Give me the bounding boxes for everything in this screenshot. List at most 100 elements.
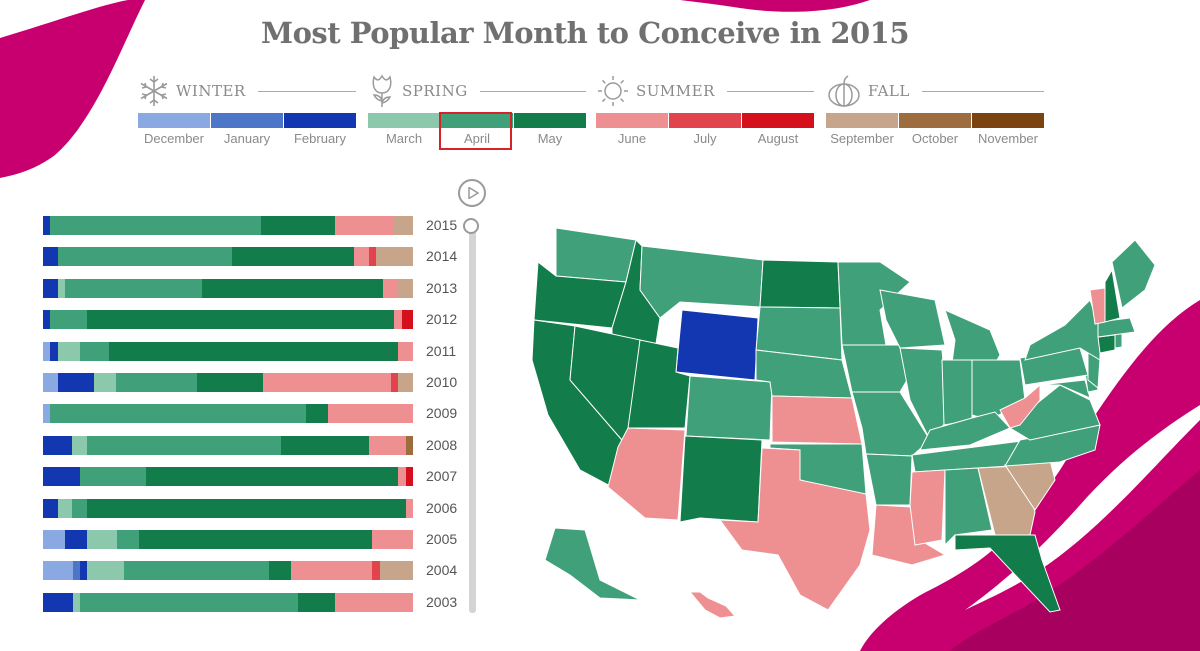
bar-segment-february [43, 435, 73, 455]
year-label-2009[interactable]: 2009 [426, 405, 458, 422]
bar-row-2006[interactable] [43, 498, 413, 518]
bar-row-2015[interactable] [43, 216, 413, 235]
bar-segment-june [327, 404, 413, 424]
legend-swatch-july[interactable] [669, 113, 741, 128]
year-label-2012[interactable]: 2012 [426, 311, 458, 328]
bar-row-2012[interactable] [43, 310, 413, 330]
legend-label-march[interactable]: March [385, 131, 423, 146]
state-massachusetts[interactable]: Massachusetts: April [1097, 317, 1136, 338]
state-maryland[interactable]: Maryland: April [1039, 379, 1091, 399]
legend-label-june[interactable]: June [617, 131, 647, 146]
bar-segment-may [139, 530, 373, 549]
state-wyoming[interactable]: Wyoming: February [675, 309, 759, 381]
legend-swatch-january[interactable] [211, 113, 283, 128]
state-alabama[interactable]: Alabama: April [944, 467, 993, 547]
bar-segment-september [394, 216, 413, 235]
legend-label-july[interactable]: July [693, 131, 717, 146]
legend-swatch-september[interactable] [826, 113, 898, 128]
legend-swatch-april[interactable] [441, 113, 513, 128]
legend-label-august[interactable]: August [757, 131, 799, 146]
year-slider-knob[interactable] [463, 218, 479, 234]
state-maine[interactable]: Maine: April [1111, 239, 1156, 309]
bar-segment-february [43, 310, 51, 330]
legend-swatch-june[interactable] [596, 113, 668, 128]
legend-label-september[interactable]: September [830, 131, 894, 146]
state-iowa[interactable]: Iowa: April [841, 344, 911, 393]
bar-segment-may [196, 373, 263, 392]
pumpkin-icon [828, 75, 860, 107]
bar-row-2008[interactable] [43, 435, 413, 455]
sun-icon [598, 76, 628, 106]
legend-swatch-august[interactable] [742, 113, 814, 128]
bar-segment-august [401, 310, 413, 330]
year-label-2004[interactable]: 2004 [426, 562, 458, 579]
state-connecticut[interactable]: Connecticut: May [1097, 334, 1116, 354]
bar-segment-june [369, 435, 406, 455]
year-label-2008[interactable]: 2008 [426, 436, 458, 453]
state-montana[interactable]: Montana: April [639, 245, 764, 319]
year-label-2010[interactable]: 2010 [426, 374, 458, 390]
legend-swatch-february[interactable] [284, 113, 356, 128]
state-alaska[interactable]: Alaska: April [544, 527, 641, 601]
bar-segment-june [405, 498, 413, 518]
year-slider-track[interactable] [469, 226, 476, 613]
state-new-hampshire[interactable]: New Hampshire: May [1104, 268, 1121, 323]
year-label-2006[interactable]: 2006 [426, 499, 458, 516]
bar-segment-september [398, 373, 413, 392]
state-florida[interactable]: Florida: May [954, 534, 1061, 613]
year-label-2015[interactable]: 2015 [426, 217, 458, 233]
legend-label-february[interactable]: February [293, 131, 347, 146]
bar-segment-june [383, 278, 399, 298]
legend-swatch-march[interactable] [368, 113, 440, 128]
bar-row-2010[interactable] [43, 373, 413, 392]
legend-label-november[interactable]: November [978, 131, 1038, 146]
bar-row-2009[interactable] [43, 404, 413, 424]
state-west-virginia[interactable]: West Virginia: June [999, 383, 1041, 429]
bar-row-2011[interactable] [43, 341, 413, 361]
legend-swatch-october[interactable] [899, 113, 971, 128]
bar-row-2014[interactable] [43, 247, 413, 267]
bar-row-2007[interactable] [43, 467, 413, 487]
state-hawaii[interactable]: Hawaii: June [688, 591, 737, 619]
state-new-york[interactable]: New York: April [1024, 299, 1101, 361]
bar-segment-march [72, 435, 87, 455]
bar-row-2004[interactable] [43, 561, 413, 581]
play-button[interactable] [458, 179, 486, 207]
year-label-2014[interactable]: 2014 [426, 248, 458, 265]
legend-label-may[interactable]: May [537, 131, 563, 146]
bar-row-2013[interactable] [43, 278, 413, 298]
bar-row-2003[interactable] [43, 592, 413, 612]
bar-segment-february [43, 216, 51, 235]
legend-swatch-may[interactable] [514, 113, 586, 128]
bar-segment-april [116, 530, 140, 549]
year-label-2005[interactable]: 2005 [426, 531, 458, 547]
bar-segment-september [375, 247, 413, 267]
year-label-2013[interactable]: 2013 [426, 279, 458, 296]
state-texas[interactable]: Texas: June [718, 447, 871, 611]
state-rhode-island[interactable]: Rhode Island: April [1114, 333, 1123, 349]
state-colorado[interactable]: Colorado: April [685, 375, 773, 441]
season-header-spring: SPRING [368, 72, 586, 110]
legend-swatch-december[interactable] [138, 113, 210, 128]
state-mississippi[interactable]: Mississippi: June [909, 469, 946, 546]
season-divider [726, 90, 814, 92]
state-arizona[interactable]: Arizona: June [607, 427, 686, 521]
legend-label-october[interactable]: October [911, 131, 959, 146]
bar-segment-february [43, 592, 73, 612]
year-label-2003[interactable]: 2003 [426, 593, 458, 610]
year-label-2007[interactable]: 2007 [426, 468, 458, 485]
state-washington[interactable]: Washington: April [555, 227, 637, 283]
year-label-2011[interactable]: 2011 [426, 342, 457, 359]
state-arkansas[interactable]: Arkansas: April [865, 453, 913, 506]
state-kansas[interactable]: Kansas: June [771, 395, 863, 445]
state-north-dakota[interactable]: North Dakota: May [759, 259, 841, 309]
legend-swatch-november[interactable] [972, 113, 1044, 128]
state-wisconsin[interactable]: Wisconsin: April [879, 289, 946, 349]
legend-label-april[interactable]: April [463, 131, 490, 146]
legend-label-december[interactable]: December [144, 131, 204, 146]
legend-label-january[interactable]: January [223, 131, 271, 146]
bar-row-2005[interactable] [43, 530, 413, 549]
bar-segment-december [43, 341, 51, 361]
state-indiana[interactable]: Indiana: April [941, 359, 973, 426]
state-new-mexico[interactable]: New Mexico: May [679, 435, 763, 523]
